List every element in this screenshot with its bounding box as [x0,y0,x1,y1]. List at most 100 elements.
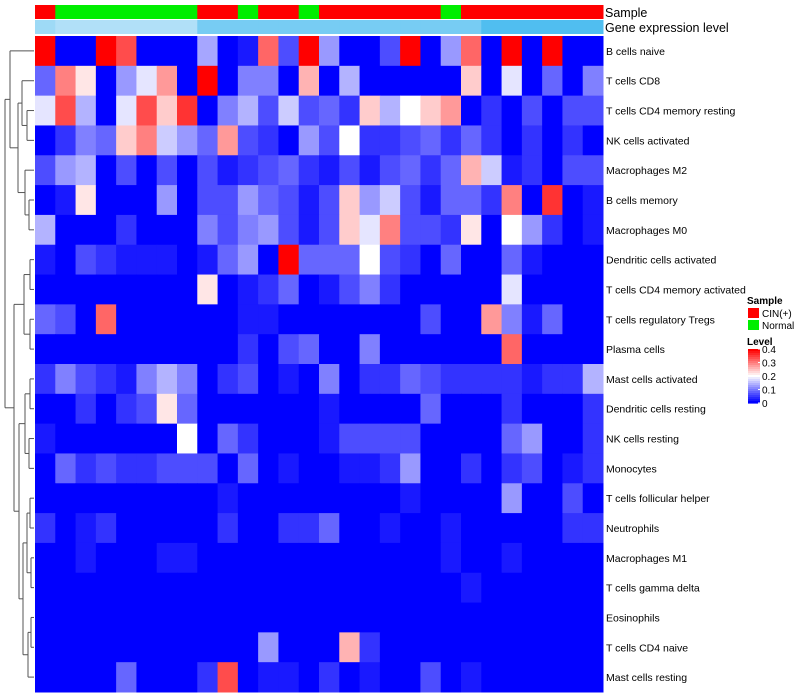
heatmap-cell [461,36,482,67]
heatmap-cell [278,483,300,514]
heatmap-cell [440,36,462,67]
sample-legend-swatch [748,308,759,318]
heatmap-cell [258,393,279,425]
row-label: Mast cells resting [606,672,687,684]
heatmap-cell [35,334,56,365]
heatmap-cell [481,483,503,514]
heatmap-cell [339,364,361,395]
heatmap-cell [258,95,279,126]
heatmap-cell [319,155,340,186]
heatmap-cell [339,602,361,633]
heatmap-cell [420,125,442,156]
heatmap-cell [359,244,381,276]
heatmap-cell [400,453,421,484]
heatmap-cell [420,95,442,126]
heatmap-cell [278,65,300,97]
heatmap-cell [35,95,56,126]
heatmap-cell [562,155,584,186]
heatmap-cell [136,334,158,365]
heatmap-cell [481,393,503,425]
heatmap-cell [35,423,56,454]
heatmap-cell [177,572,198,604]
row-label: Monocytes [606,463,657,475]
expression-annotation-cell [95,20,117,34]
row-label: T cells CD4 memory activated [606,284,746,296]
heatmap-cell [400,214,421,246]
heatmap-cell [237,662,259,693]
heatmap-cell [55,393,77,425]
heatmap-cell [177,274,198,305]
heatmap-cell [197,274,219,305]
heatmap-cell [319,393,340,425]
heatmap-cell [35,214,56,246]
heatmap-cell [278,304,300,335]
heatmap-cell [379,662,401,693]
heatmap-cell [95,632,117,663]
heatmap-cell [461,542,482,574]
heatmap-cell [217,125,239,156]
heatmap-cell [177,155,198,186]
heatmap-cell [319,125,340,156]
heatmap-cell [481,423,503,454]
heatmap-cell [75,513,97,544]
heatmap-cell [95,453,117,484]
heatmap-cell [562,483,584,514]
heatmap-cell [542,662,563,693]
heatmap-cell [75,125,97,156]
heatmap-cell [562,542,584,574]
heatmap-cell [420,602,442,633]
heatmap-cell [258,125,279,156]
heatmap-cell [35,125,56,156]
heatmap-cell [258,244,279,276]
heatmap-cell [237,364,259,395]
heatmap-cell [156,453,178,484]
heatmap-cell [521,65,543,97]
heatmap-cell [379,542,401,574]
heatmap-cell [136,364,158,395]
heatmap-cell [582,572,604,604]
heatmap-cell [177,364,198,395]
heatmap-cell [156,483,178,514]
heatmap-cell [461,214,482,246]
row-label: Macrophages M1 [606,553,687,565]
heatmap-cell [481,513,503,544]
heatmap-cell [237,185,259,216]
heatmap-cell [501,125,523,156]
heatmap-cell [481,334,503,365]
heatmap-cell [298,572,320,604]
heatmap-cell [379,65,401,97]
heatmap-cell [217,214,239,246]
sample-annotation-cell [339,5,361,19]
heatmap-cell [156,513,178,544]
level-gradient-step [748,365,760,368]
heatmap-cell [35,393,56,425]
sample-annotation-cell [440,5,462,19]
heatmap-cell [35,155,56,186]
sample-annotation-cell [177,5,198,19]
heatmap-cell [156,155,178,186]
heatmap-cell [75,602,97,633]
heatmap-cell [359,662,381,693]
level-gradient-step [748,381,760,384]
heatmap-cell [440,334,462,365]
heatmap-cell [481,185,503,216]
heatmap-cell [461,662,482,693]
heatmap-cell [481,364,503,395]
heatmap-cell [339,662,361,693]
heatmap-cell [420,185,442,216]
heatmap-cell [75,364,97,395]
heatmap-cell [95,662,117,693]
heatmap-cell [75,662,97,693]
heatmap-cell [177,542,198,574]
heatmap-cell [278,36,300,67]
heatmap-cell [237,36,259,67]
heatmap-cell [197,393,219,425]
level-gradient-step [748,353,760,356]
heatmap-cell [420,334,442,365]
heatmap-cell [501,244,523,276]
level-gradient-step [748,367,760,370]
heatmap-cell [400,274,421,305]
heatmap-cell [440,185,462,216]
heatmap-cell [542,542,563,574]
heatmap-cell [237,542,259,574]
